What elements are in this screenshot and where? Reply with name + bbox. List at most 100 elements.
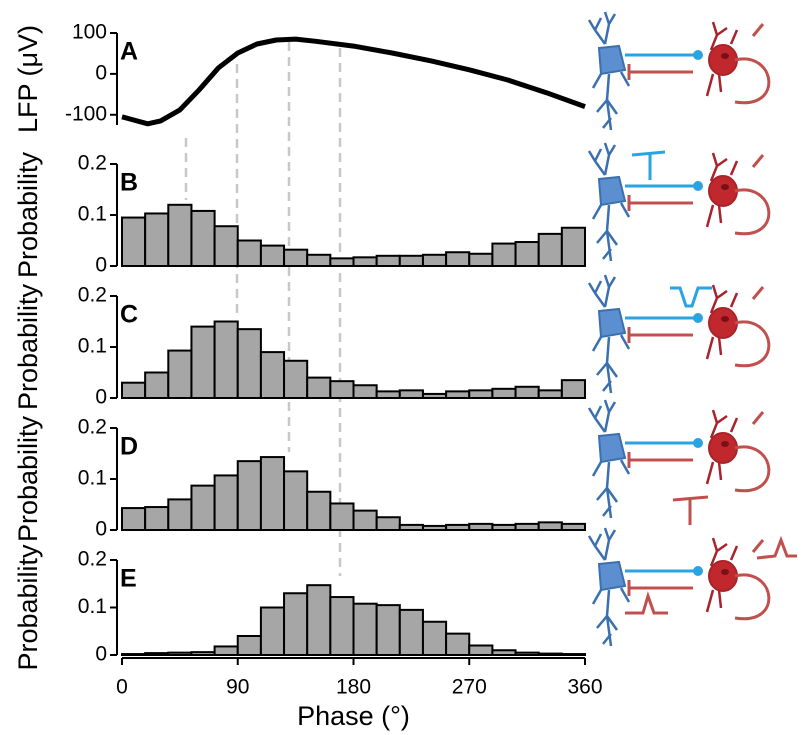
bar [190, 209, 216, 267]
bar [445, 390, 471, 399]
y-tick-label: 0.1 [78, 595, 107, 618]
bar [491, 649, 517, 656]
circuit-diagram [587, 526, 771, 648]
bar [491, 387, 517, 400]
bar [283, 248, 309, 267]
bar [375, 390, 401, 399]
bar [352, 256, 378, 267]
y-axis-label: LFP (μV) [13, 25, 43, 133]
bar [329, 257, 355, 268]
panel-label: E [120, 565, 137, 593]
bar [121, 653, 147, 656]
bar [398, 523, 424, 532]
x-tick-label: 270 [452, 676, 487, 699]
y-axis-label: Probability [13, 544, 43, 671]
bar [491, 242, 517, 267]
bar [144, 371, 170, 399]
bar [468, 644, 494, 656]
y-tick-label: 0.2 [78, 152, 107, 175]
bar [283, 359, 309, 399]
bar [167, 203, 193, 268]
bar [537, 652, 563, 657]
y-tick-label: 0.1 [78, 203, 107, 226]
y-tick-label: 0.2 [78, 548, 107, 571]
bar [236, 635, 262, 656]
bar [236, 239, 262, 267]
bar [236, 460, 262, 531]
bar [121, 216, 147, 268]
bar [421, 253, 448, 267]
bar [121, 381, 147, 400]
bar [144, 212, 170, 267]
panel-label: B [120, 169, 138, 197]
bar [445, 632, 471, 656]
bar [421, 392, 448, 400]
circuit-diagram [587, 273, 771, 395]
bar [375, 516, 401, 531]
x-tick-label: 180 [336, 676, 371, 699]
y-tick-label: 0.1 [78, 467, 107, 490]
bar [352, 384, 378, 399]
bar [514, 651, 540, 656]
x-tick-label: 90 [226, 676, 249, 699]
y-tick-label: 0.2 [78, 284, 107, 307]
panel-label: D [120, 433, 138, 461]
bar [259, 456, 286, 532]
y-axis-label: Probability [13, 415, 43, 542]
bar [560, 522, 586, 532]
x-tick-label: 0 [116, 676, 128, 699]
red-pulse [625, 591, 668, 615]
bar [306, 376, 332, 400]
x-axis-label: Phase (°) [297, 701, 410, 731]
y-tick-label: 100 [72, 21, 107, 44]
bar [213, 320, 239, 399]
bar [329, 502, 355, 532]
bar [283, 592, 309, 656]
y-tick-label: 0 [95, 518, 107, 541]
bar [398, 254, 424, 268]
bar [190, 325, 216, 400]
y-tick-label: 0 [95, 386, 107, 409]
bar [259, 244, 286, 268]
lfp-line [121, 36, 586, 127]
y-tick-label: 0.1 [78, 335, 107, 358]
panel-label: C [120, 301, 138, 329]
circuit-diagram [587, 141, 771, 263]
bar [491, 523, 517, 532]
bar [306, 584, 332, 656]
y-tick-label: -100 [65, 102, 107, 125]
y-axis-label: Probability [13, 151, 43, 278]
bar [445, 523, 471, 532]
y-tick-label: 0 [95, 61, 107, 84]
bar [329, 596, 355, 656]
blue-block [631, 150, 666, 180]
bar [398, 389, 424, 400]
bar [537, 232, 563, 267]
bar [375, 604, 401, 656]
y-tick-label: 0.2 [78, 416, 107, 439]
bar [213, 474, 239, 531]
bar [514, 241, 540, 267]
bar [259, 351, 286, 400]
bar [514, 385, 540, 399]
bar [306, 490, 332, 531]
circuit-diagram [587, 10, 771, 132]
bar [560, 379, 586, 399]
bar [190, 484, 216, 532]
bar [306, 253, 332, 267]
bar [537, 389, 563, 400]
bar [468, 522, 494, 532]
bar [421, 620, 448, 656]
bar [144, 652, 170, 656]
red-burst [756, 535, 797, 560]
bar [560, 226, 586, 267]
bar [468, 252, 494, 267]
bar [352, 509, 378, 531]
blue-dip [670, 286, 712, 308]
bar [213, 225, 239, 267]
bar [167, 498, 193, 531]
bar [445, 251, 471, 267]
bar [468, 389, 494, 400]
bar [560, 653, 586, 656]
bar [236, 328, 262, 399]
